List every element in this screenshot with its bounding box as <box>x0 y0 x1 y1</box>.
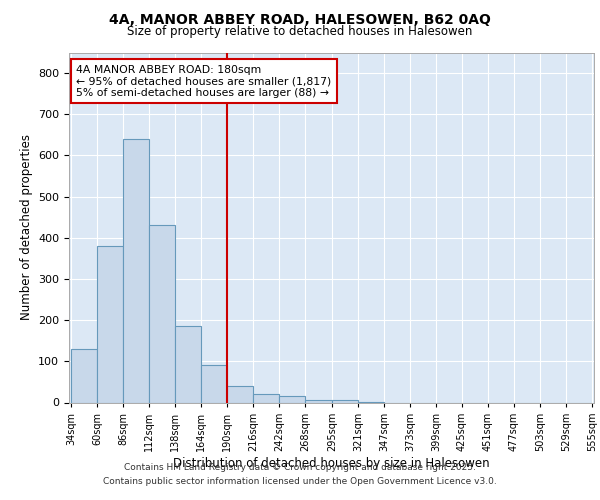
Bar <box>332 400 358 402</box>
Bar <box>279 396 305 402</box>
Text: Contains public sector information licensed under the Open Government Licence v3: Contains public sector information licen… <box>103 477 497 486</box>
Bar <box>305 400 332 402</box>
Text: 4A, MANOR ABBEY ROAD, HALESOWEN, B62 0AQ: 4A, MANOR ABBEY ROAD, HALESOWEN, B62 0AQ <box>109 12 491 26</box>
Text: Size of property relative to detached houses in Halesowen: Size of property relative to detached ho… <box>127 25 473 38</box>
Bar <box>227 386 253 402</box>
X-axis label: Distribution of detached houses by size in Halesowen: Distribution of detached houses by size … <box>173 456 490 469</box>
Bar <box>201 366 227 403</box>
Y-axis label: Number of detached properties: Number of detached properties <box>20 134 32 320</box>
Bar <box>123 139 149 402</box>
Bar <box>175 326 201 402</box>
Text: Contains HM Land Registry data © Crown copyright and database right 2025.: Contains HM Land Registry data © Crown c… <box>124 464 476 472</box>
Bar <box>71 349 97 403</box>
Bar <box>97 246 123 402</box>
Text: 4A MANOR ABBEY ROAD: 180sqm
← 95% of detached houses are smaller (1,817)
5% of s: 4A MANOR ABBEY ROAD: 180sqm ← 95% of det… <box>76 65 331 98</box>
Bar <box>253 394 279 402</box>
Bar <box>149 226 175 402</box>
